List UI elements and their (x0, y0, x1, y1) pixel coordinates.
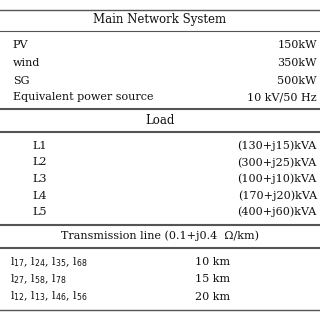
Text: Transmission line (0.1+j0.4  Ω/km): Transmission line (0.1+j0.4 Ω/km) (61, 231, 259, 242)
Text: L4: L4 (32, 190, 46, 201)
Text: (130+j15)kVA: (130+j15)kVA (237, 140, 317, 151)
Text: l$_{17}$, l$_{24}$, l$_{35}$, l$_{68}$: l$_{17}$, l$_{24}$, l$_{35}$, l$_{68}$ (10, 255, 87, 269)
Text: 20 km: 20 km (195, 292, 230, 302)
Text: PV: PV (13, 40, 28, 51)
Text: l$_{27}$, l$_{58}$, l$_{78}$: l$_{27}$, l$_{58}$, l$_{78}$ (10, 273, 67, 286)
Text: wind: wind (13, 58, 40, 68)
Text: (170+j20)kVA: (170+j20)kVA (238, 190, 317, 201)
Text: Main Network System: Main Network System (93, 13, 227, 26)
Text: Equivalent power source: Equivalent power source (13, 92, 153, 102)
Text: L1: L1 (32, 140, 46, 151)
Text: SG: SG (13, 76, 29, 86)
Text: 10 kV/50 Hz: 10 kV/50 Hz (247, 92, 317, 102)
Text: (300+j25)kVA: (300+j25)kVA (237, 157, 317, 168)
Text: L2: L2 (32, 157, 46, 167)
Text: 500kW: 500kW (277, 76, 317, 86)
Text: L3: L3 (32, 174, 46, 184)
Text: L5: L5 (32, 207, 46, 217)
Text: 350kW: 350kW (277, 58, 317, 68)
Text: (400+j60)kVA: (400+j60)kVA (237, 207, 317, 218)
Text: 15 km: 15 km (195, 274, 230, 284)
Text: Load: Load (145, 114, 175, 127)
Text: 10 km: 10 km (195, 257, 230, 267)
Text: (100+j10)kVA: (100+j10)kVA (237, 173, 317, 184)
Text: 150kW: 150kW (277, 40, 317, 51)
Text: l$_{12}$, l$_{13}$, l$_{46}$, l$_{56}$: l$_{12}$, l$_{13}$, l$_{46}$, l$_{56}$ (10, 290, 87, 303)
